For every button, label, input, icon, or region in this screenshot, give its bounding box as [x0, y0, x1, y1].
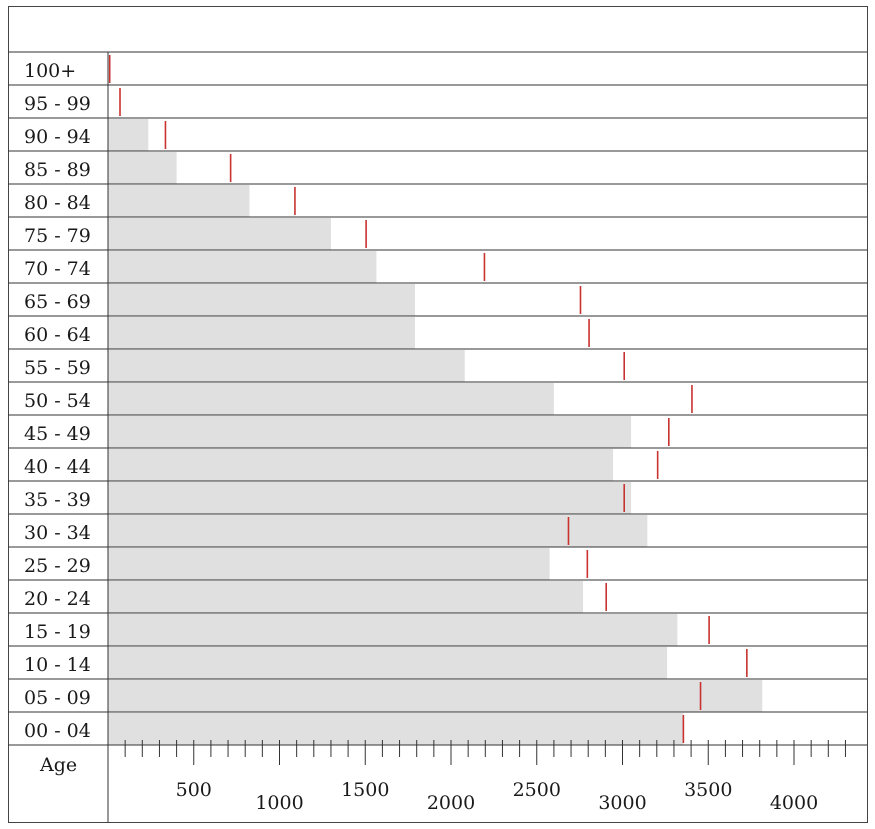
category-label-2: 90 - 94 — [24, 126, 91, 148]
category-label-20: 00 - 04 — [24, 720, 91, 742]
category-label-10: 50 - 54 — [24, 390, 91, 412]
category-label-7: 65 - 69 — [24, 291, 91, 313]
tick-label-500: 500 — [176, 779, 212, 801]
bar-11 — [108, 416, 632, 448]
bar-15 — [108, 548, 550, 580]
markers-layer — [108, 55, 748, 743]
category-label-1: 95 - 99 — [24, 93, 91, 115]
bar-14 — [108, 515, 648, 547]
category-label-5: 75 - 79 — [24, 225, 91, 247]
bar-6 — [108, 251, 377, 283]
tick-label-2000: 2000 — [427, 792, 475, 814]
category-label-0: 100+ — [24, 60, 76, 82]
category-label-3: 85 - 89 — [24, 159, 91, 181]
category-label-17: 15 - 19 — [24, 621, 91, 643]
bar-13 — [108, 482, 632, 514]
category-label-9: 55 - 59 — [24, 357, 91, 379]
bar-16 — [108, 581, 584, 613]
x-axis-label: Age — [39, 754, 77, 776]
category-label-16: 20 - 24 — [24, 588, 91, 610]
bar-7 — [108, 284, 415, 316]
bar-18 — [108, 647, 668, 679]
category-labels: 100+ 95 - 99 90 - 94 85 - 89 80 - 84 75 - 79 7… — [24, 60, 91, 742]
category-label-12: 40 - 44 — [24, 456, 91, 478]
bar-4 — [108, 185, 250, 217]
bar-12 — [108, 449, 614, 481]
category-label-13: 35 - 39 — [24, 489, 91, 511]
category-label-19: 05 - 09 — [24, 687, 91, 709]
bar-20 — [108, 713, 684, 745]
tick-label-3000: 3000 — [598, 792, 646, 814]
x-axis-ticks: 500 1500 2500 3500 1000 2000 3000 4000 — [124, 740, 846, 814]
category-label-6: 70 - 74 — [24, 258, 91, 280]
bar-19 — [108, 680, 763, 712]
bar-10 — [108, 383, 554, 415]
bar-5 — [108, 218, 331, 250]
category-label-4: 80 - 84 — [24, 192, 91, 214]
category-label-8: 60 - 64 — [24, 324, 91, 346]
tick-label-3500: 3500 — [684, 779, 732, 801]
bar-8 — [108, 317, 415, 349]
tick-label-1500: 1500 — [341, 779, 389, 801]
category-label-14: 30 - 34 — [24, 522, 91, 544]
bar-3 — [108, 152, 177, 184]
category-label-18: 10 - 14 — [24, 654, 91, 676]
tick-label-2500: 2500 — [513, 779, 561, 801]
bar-9 — [108, 350, 465, 382]
bar-2 — [108, 119, 149, 151]
category-label-11: 45 - 49 — [24, 423, 91, 445]
grid-layer — [8, 6, 868, 823]
tick-label-4000: 4000 — [770, 792, 818, 814]
category-label-15: 25 - 29 — [24, 555, 91, 577]
bar-17 — [108, 614, 678, 646]
bars-layer — [108, 119, 763, 745]
tick-label-1000: 1000 — [255, 792, 303, 814]
